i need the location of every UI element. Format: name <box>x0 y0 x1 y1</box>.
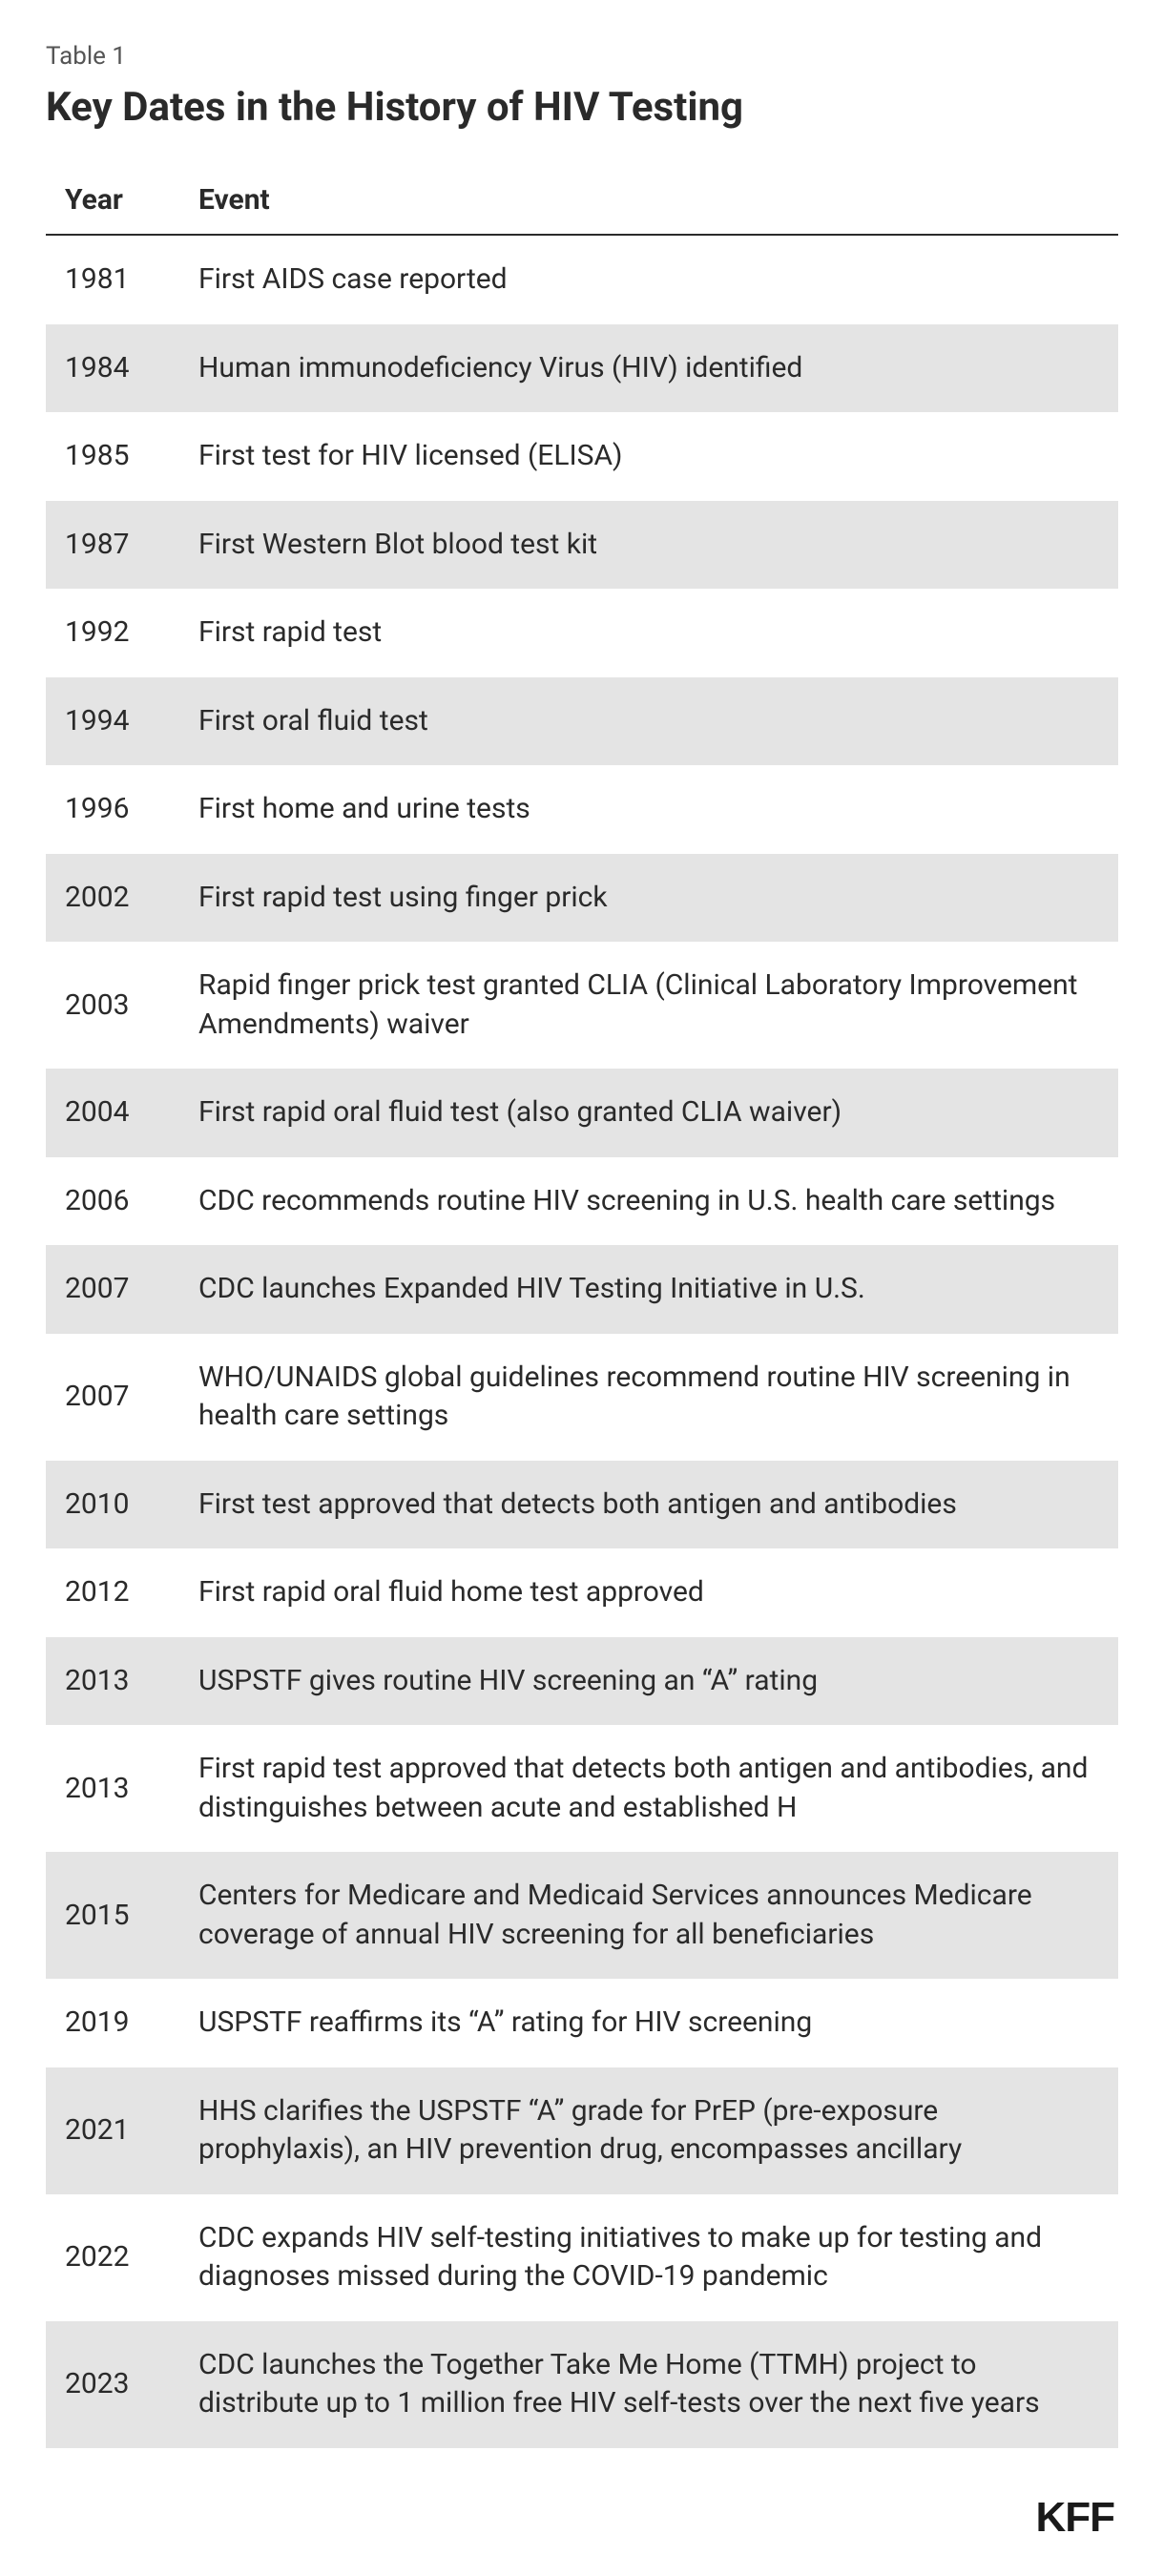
cell-event: First oral fluid test <box>179 677 1118 766</box>
table-row: 1987First Western Blot blood test kit <box>46 501 1118 590</box>
cell-year: 2012 <box>46 1548 179 1637</box>
cell-event: First rapid test <box>179 589 1118 677</box>
table-row: 2003Rapid finger prick test granted CLIA… <box>46 942 1118 1069</box>
table-header-row: Year Event <box>46 170 1118 235</box>
cell-year: 2015 <box>46 1852 179 1979</box>
table-row: 2013First rapid test approved that detec… <box>46 1725 1118 1852</box>
cell-year: 2013 <box>46 1725 179 1852</box>
cell-event: First home and urine tests <box>179 765 1118 854</box>
cell-year: 2007 <box>46 1245 179 1334</box>
cell-event: Centers for Medicare and Medicaid Servic… <box>179 1852 1118 1979</box>
table-label: Table 1 <box>46 42 1118 71</box>
cell-year: 1987 <box>46 501 179 590</box>
cell-event: Human immunodeficiency Virus (HIV) ident… <box>179 324 1118 413</box>
cell-year: 1996 <box>46 765 179 854</box>
footer: KFF <box>46 2494 1118 2542</box>
cell-event: First rapid test using finger prick <box>179 854 1118 943</box>
cell-event: CDC launches Expanded HIV Testing Initia… <box>179 1245 1118 1334</box>
cell-event: USPSTF reaffirms its “A” rating for HIV … <box>179 1979 1118 2067</box>
cell-year: 2002 <box>46 854 179 943</box>
cell-year: 2007 <box>46 1334 179 1461</box>
cell-year: 2021 <box>46 2067 179 2194</box>
cell-year: 2023 <box>46 2321 179 2448</box>
cell-event: First rapid oral fluid test (also grante… <box>179 1069 1118 1157</box>
cell-year: 1994 <box>46 677 179 766</box>
table-row: 1985First test for HIV licensed (ELISA) <box>46 412 1118 501</box>
cell-year: 2006 <box>46 1157 179 1246</box>
table-row: 2007WHO/UNAIDS global guidelines recomme… <box>46 1334 1118 1461</box>
table-row: 1994First oral fluid test <box>46 677 1118 766</box>
table-row: 1984Human immunodeficiency Virus (HIV) i… <box>46 324 1118 413</box>
cell-event: First Western Blot blood test kit <box>179 501 1118 590</box>
table-container: Table 1 Key Dates in the History of HIV … <box>0 0 1164 2576</box>
table-row: 2023CDC launches the Together Take Me Ho… <box>46 2321 1118 2448</box>
table-row: 2021HHS clarifies the USPSTF “A” grade f… <box>46 2067 1118 2194</box>
cell-event: First AIDS case reported <box>179 235 1118 324</box>
cell-event: CDC launches the Together Take Me Home (… <box>179 2321 1118 2448</box>
cell-event: First test approved that detects both an… <box>179 1461 1118 1549</box>
table-body: 1981First AIDS case reported1984Human im… <box>46 235 1118 2448</box>
brand-logo-text: KFF <box>1035 2494 1114 2541</box>
cell-year: 2010 <box>46 1461 179 1549</box>
key-dates-table: Year Event 1981First AIDS case reported1… <box>46 170 1118 2448</box>
cell-event: First rapid test approved that detects b… <box>179 1725 1118 1852</box>
table-row: 1992First rapid test <box>46 589 1118 677</box>
column-header-year: Year <box>46 170 179 235</box>
cell-event: HHS clarifies the USPSTF “A” grade for P… <box>179 2067 1118 2194</box>
table-row: 2006CDC recommends routine HIV screening… <box>46 1157 1118 1246</box>
table-row: 2002First rapid test using finger prick <box>46 854 1118 943</box>
page-title: Key Dates in the History of HIV Testing <box>46 84 1118 132</box>
cell-event: USPSTF gives routine HIV screening an “A… <box>179 1637 1118 1726</box>
table-row: 2012First rapid oral fluid home test app… <box>46 1548 1118 1637</box>
table-row: 2010First test approved that detects bot… <box>46 1461 1118 1549</box>
cell-year: 2003 <box>46 942 179 1069</box>
cell-year: 2019 <box>46 1979 179 2067</box>
cell-event: CDC expands HIV self-testing initiatives… <box>179 2194 1118 2321</box>
cell-year: 1981 <box>46 235 179 324</box>
cell-year: 2022 <box>46 2194 179 2321</box>
cell-event: Rapid finger prick test granted CLIA (Cl… <box>179 942 1118 1069</box>
table-row: 2004First rapid oral fluid test (also gr… <box>46 1069 1118 1157</box>
cell-year: 1985 <box>46 412 179 501</box>
cell-event: First rapid oral fluid home test approve… <box>179 1548 1118 1637</box>
cell-year: 1984 <box>46 324 179 413</box>
table-row: 1996First home and urine tests <box>46 765 1118 854</box>
table-row: 2022CDC expands HIV self-testing initiat… <box>46 2194 1118 2321</box>
table-row: 2013USPSTF gives routine HIV screening a… <box>46 1637 1118 1726</box>
table-row: 1981First AIDS case reported <box>46 235 1118 324</box>
cell-year: 1992 <box>46 589 179 677</box>
table-row: 2015Centers for Medicare and Medicaid Se… <box>46 1852 1118 1979</box>
column-header-event: Event <box>179 170 1118 235</box>
cell-event: WHO/UNAIDS global guidelines recommend r… <box>179 1334 1118 1461</box>
cell-event: First test for HIV licensed (ELISA) <box>179 412 1118 501</box>
table-row: 2019USPSTF reaffirms its “A” rating for … <box>46 1979 1118 2067</box>
cell-year: 2013 <box>46 1637 179 1726</box>
table-row: 2007CDC launches Expanded HIV Testing In… <box>46 1245 1118 1334</box>
cell-event: CDC recommends routine HIV screening in … <box>179 1157 1118 1246</box>
cell-year: 2004 <box>46 1069 179 1157</box>
